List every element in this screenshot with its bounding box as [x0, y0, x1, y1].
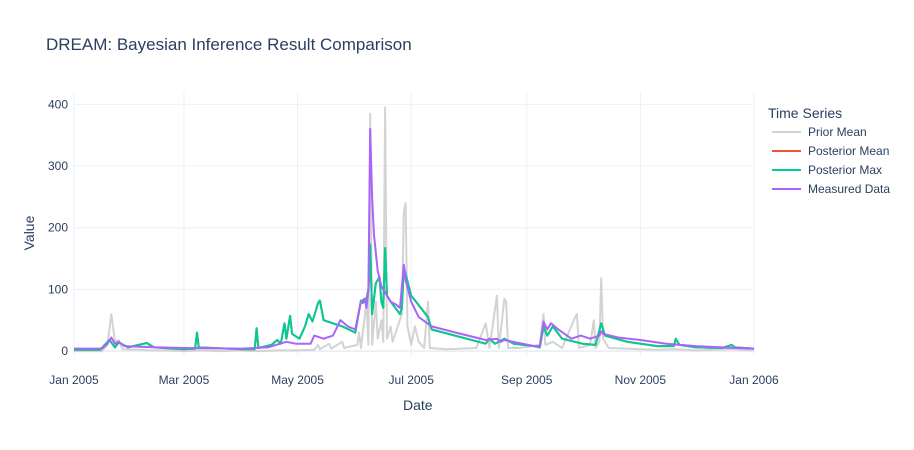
legend-label-measured-data: Measured Data	[808, 182, 890, 196]
y-tick-labels: 0 100 200 300 400	[48, 97, 68, 358]
y-tick-label: 0	[61, 344, 68, 358]
x-tick-label: Nov 2005	[615, 373, 667, 387]
x-tick-label: May 2005	[271, 373, 324, 387]
series-layer	[74, 106, 755, 353]
grid-layer	[73, 92, 755, 356]
series-line-prior-mean	[74, 106, 755, 353]
x-tick-label: Sep 2005	[501, 373, 553, 387]
legend: Time Series Prior Mean Posterior Mean Post…	[768, 105, 890, 196]
legend-label-posterior-max: Posterior Max	[808, 163, 882, 177]
x-tick-labels: Jan 2005 Mar 2005 May 2005 Jul 2005 Sep 2005…	[49, 373, 779, 387]
x-tick-label: Jan 2006	[729, 373, 779, 387]
y-axis-title: Value	[21, 215, 37, 250]
x-axis-title: Date	[403, 397, 433, 413]
y-tick-label: 200	[48, 221, 68, 235]
x-tick-label: Jan 2005	[49, 373, 99, 387]
legend-title: Time Series	[768, 105, 842, 121]
chart-title: DREAM: Bayesian Inference Result Compari…	[46, 35, 412, 54]
y-tick-label: 400	[48, 97, 68, 111]
series-line-measured-data	[74, 128, 755, 350]
y-tick-label: 100	[48, 282, 68, 296]
x-tick-label: Mar 2005	[159, 373, 210, 387]
legend-label-posterior-mean: Posterior Mean	[808, 144, 889, 158]
x-tick-label: Jul 2005	[389, 373, 435, 387]
y-tick-label: 300	[48, 159, 68, 173]
legend-label-prior-mean: Prior Mean	[808, 125, 867, 139]
